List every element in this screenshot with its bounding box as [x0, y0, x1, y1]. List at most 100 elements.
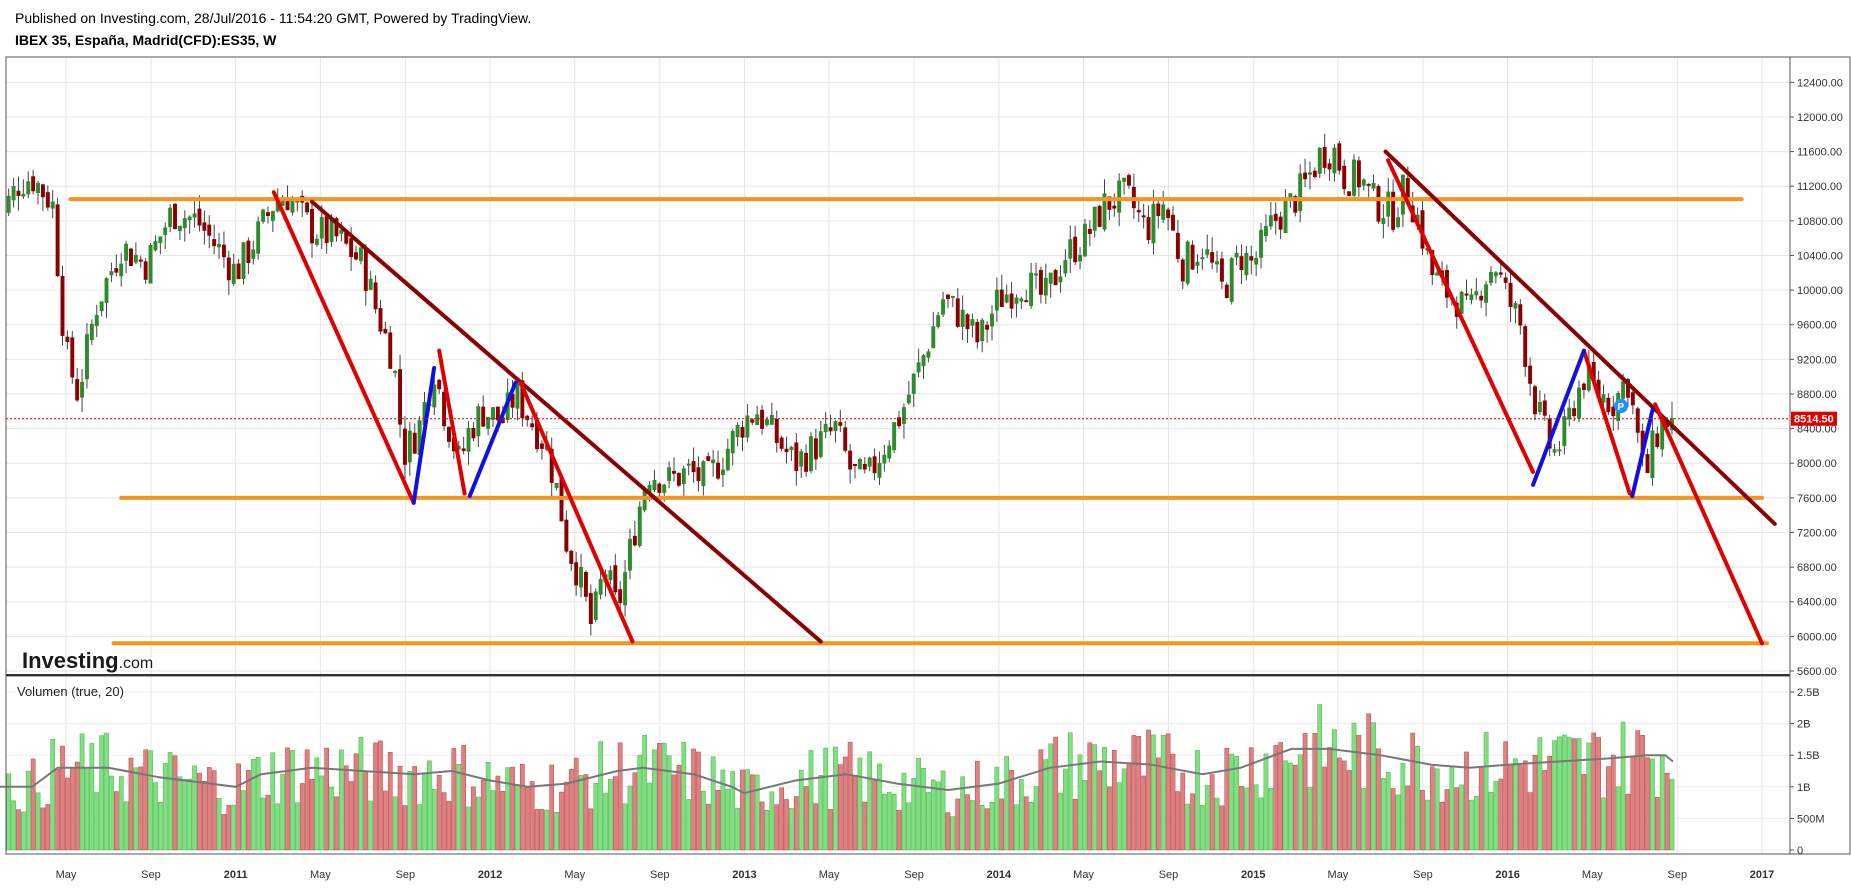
- volume-bar: [945, 812, 951, 851]
- volume-bar: [1170, 753, 1176, 851]
- volume-bar: [309, 779, 315, 851]
- logo-bold: Investing: [22, 648, 119, 673]
- volume-bar: [1043, 759, 1049, 851]
- candle-body: [1078, 254, 1083, 262]
- candle-body: [1038, 269, 1043, 295]
- volume-bar: [622, 803, 628, 851]
- candle-body: [877, 462, 882, 478]
- candle-body: [80, 381, 85, 398]
- volume-bar: [686, 799, 692, 851]
- volume-bar: [226, 805, 232, 851]
- volume-bar: [1562, 734, 1567, 851]
- volume-bar: [1332, 729, 1337, 851]
- volume-bar: [549, 764, 555, 851]
- candle-body: [1396, 217, 1400, 228]
- candle-body: [486, 416, 491, 429]
- volume-bar: [280, 773, 285, 851]
- p-marker[interactable]: P: [1614, 399, 1628, 413]
- candle-body: [1068, 239, 1073, 259]
- candle-body: [1019, 298, 1024, 302]
- volume-bar: [60, 745, 65, 851]
- volume-bar: [1522, 760, 1528, 851]
- volume-bar: [882, 793, 887, 851]
- volume-bar: [109, 775, 114, 851]
- candle-body: [579, 566, 584, 588]
- candle-body: [848, 450, 853, 470]
- y-tick-label: 11600.00: [1797, 147, 1842, 159]
- volume-bar: [1092, 744, 1098, 851]
- volume-bar: [270, 752, 276, 851]
- volume-bar: [50, 738, 56, 851]
- candle-body: [1503, 277, 1508, 283]
- volume-bar: [720, 769, 726, 851]
- volume-bar: [534, 809, 540, 851]
- leg-up-line: [1531, 348, 1586, 487]
- candle-body: [383, 328, 388, 334]
- time-axis[interactable]: May Sep 2011 May Sep 2012 May Sep 2013 May Sep 2014…: [56, 869, 1775, 881]
- vol-tick-label: 500M: [1797, 813, 1825, 825]
- y-tick-label: 10400.00: [1797, 250, 1843, 262]
- candle-body: [495, 406, 500, 421]
- y-tick-label: 6400.00: [1797, 597, 1837, 609]
- volume-bar: [823, 747, 828, 851]
- volume-bar: [681, 742, 687, 851]
- candle-body: [1171, 214, 1175, 231]
- candle-body: [720, 469, 725, 475]
- volume-bar: [1165, 733, 1171, 851]
- volume-axis[interactable]: 0 500M 1B 1.5B 2B 2.5B: [1790, 687, 1825, 857]
- candle-body: [1581, 383, 1586, 390]
- candle-body: [623, 572, 628, 606]
- x-tick-label: 2013: [732, 869, 756, 881]
- volume-bar: [241, 790, 246, 851]
- candle-body: [1097, 205, 1102, 227]
- volume-bar: [304, 749, 310, 851]
- candle-body: [324, 216, 329, 244]
- candle-body: [1259, 229, 1264, 258]
- candle-body: [735, 424, 740, 438]
- volume-bar: [544, 809, 550, 851]
- volume-bar: [808, 750, 814, 851]
- volume-bar: [294, 802, 300, 851]
- candle-body: [1205, 249, 1210, 255]
- volume-bar: [798, 769, 804, 851]
- candle-body: [310, 208, 314, 244]
- candle-body: [393, 370, 398, 374]
- leg-up-line: [467, 380, 518, 499]
- candle-body: [1210, 252, 1215, 263]
- volume-bar: [1248, 747, 1254, 851]
- volume-bar: [177, 776, 183, 851]
- candle-body: [574, 562, 579, 586]
- published-note: Published on Investing.com, 28/Jul/2016 …: [15, 10, 532, 26]
- candle-body: [202, 222, 207, 231]
- y-axis-frame: [1789, 56, 1851, 855]
- candle-body: [1273, 213, 1278, 221]
- volume-bar: [202, 781, 207, 851]
- volume-bar: [524, 787, 530, 851]
- price-axis[interactable]: 5600.00 6000.00 6400.00 6800.00 7200.00 7600.…: [1790, 77, 1843, 678]
- candle-body: [45, 192, 50, 208]
- candle-body: [564, 519, 569, 552]
- candle-body: [1635, 408, 1640, 433]
- volume-bar: [642, 734, 647, 851]
- volume-bar: [314, 757, 320, 851]
- volume-bar: [402, 805, 408, 851]
- volume-bar: [842, 756, 848, 851]
- volume-bar: [35, 792, 41, 851]
- candle-body: [1312, 170, 1317, 178]
- candle-body: [676, 472, 681, 486]
- volume-bar: [1023, 796, 1029, 851]
- volume-bar: [324, 747, 329, 851]
- candle-body: [716, 462, 721, 479]
- volume-bar: [250, 758, 256, 851]
- candle-body: [725, 448, 730, 471]
- volume-bar: [916, 757, 921, 851]
- volume-bar: [764, 810, 770, 851]
- volume-bar: [891, 793, 897, 851]
- x-tick-label: 2012: [478, 869, 502, 881]
- candle-body: [246, 240, 251, 264]
- candle-body: [985, 324, 990, 330]
- candle-body: [1224, 284, 1229, 299]
- volume-bar: [55, 769, 60, 851]
- x-tick-label: Sep: [1413, 869, 1433, 881]
